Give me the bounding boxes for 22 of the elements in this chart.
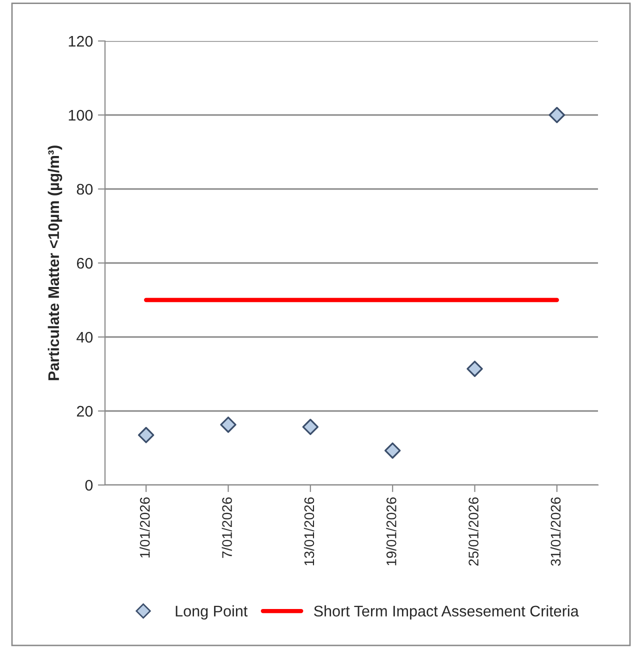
point [384,442,401,459]
x-tick-label: 13/01/2026 [304,497,314,566]
x-tick-label: 1/01/2026 [140,497,150,558]
point [548,106,566,124]
point [220,416,236,433]
x-tick-label: 19/01/2026 [386,497,396,566]
point [466,360,483,377]
x-tick-label: 31/01/2026 [550,497,561,566]
y-tick-label: 60 [76,258,93,269]
x-tick-label: 7/01/2026 [222,497,232,558]
y-tick-label: 20 [76,406,93,417]
y-tick-label: 120 [68,36,93,47]
legend-label: Long Point [176,605,248,620]
point [302,418,319,436]
y-tick-label: 0 [85,480,93,491]
y-tick-label: 100 [68,110,93,121]
point [138,426,154,444]
y-tick-label: 40 [76,332,93,343]
y-tick-label: 80 [76,184,93,195]
y-axis-title: Particulate Matter <10µm (µg/m³) [48,146,62,380]
legend-label: Short Term Impact Assesement Criteria [314,605,579,620]
x-tick-label: 25/01/2026 [468,497,478,566]
